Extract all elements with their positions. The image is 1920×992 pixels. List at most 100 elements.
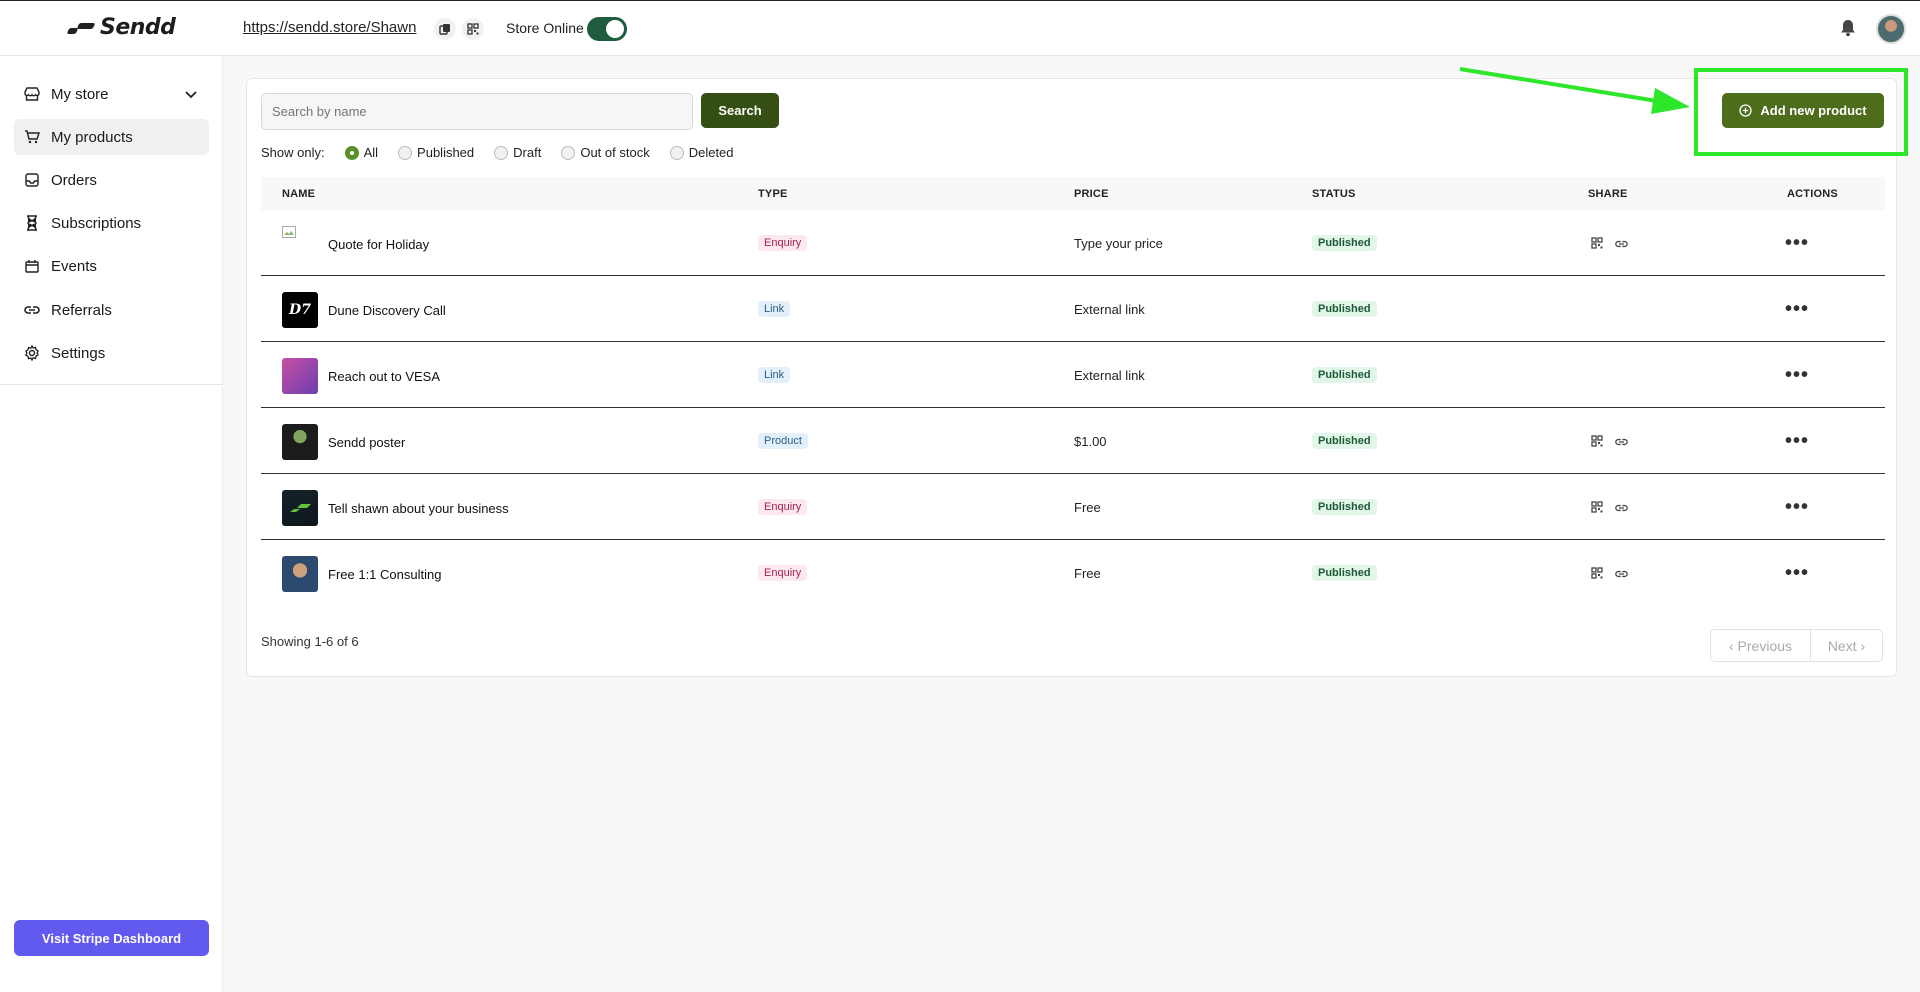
row-actions-menu-icon[interactable]: ••• (1785, 232, 1810, 254)
copy-link-icon[interactable] (1615, 236, 1628, 254)
filter-all-radio[interactable]: All (344, 145, 378, 160)
store-url-link[interactable]: https://sendd.store/Shawn (243, 19, 417, 36)
copy-link-icon[interactable] (1615, 566, 1628, 584)
visit-stripe-dashboard-button[interactable]: Visit Stripe Dashboard (14, 920, 209, 956)
search-button[interactable]: Search (701, 93, 779, 128)
filter-label: Show only: (261, 145, 325, 160)
products-card: Search Show only: All Published Draft Ou… (246, 78, 1897, 677)
type-badge: Enquiry (758, 235, 808, 251)
logo-text: Sendd (100, 15, 176, 40)
table-row[interactable]: Tell shawn about your business Enquiry F… (261, 474, 1885, 540)
qr-code-icon[interactable] (1591, 566, 1603, 584)
sidebar-item-my-store[interactable]: My store (14, 76, 209, 112)
store-icon (24, 86, 40, 102)
copy-link-icon[interactable] (1615, 434, 1628, 452)
cart-icon (24, 129, 40, 145)
sendd-logo-mark-icon (66, 21, 96, 35)
copy-icon[interactable] (434, 18, 456, 40)
sidebar-item-label: Referrals (51, 301, 112, 319)
product-name[interactable]: Quote for Holiday (328, 236, 430, 252)
calendar-icon (24, 258, 40, 274)
product-name[interactable]: Reach out to VESA (328, 368, 441, 384)
sendd-logo[interactable]: Sendd (66, 15, 176, 40)
sidebar-item-label: Subscriptions (51, 214, 142, 232)
chevron-down-icon[interactable] (185, 86, 197, 103)
sidebar-item-label: Events (51, 257, 97, 275)
sidebar-item-label: My products (51, 128, 133, 146)
product-price: Free (1074, 566, 1101, 581)
sidebar-item-orders[interactable]: Orders (14, 162, 209, 198)
add-new-product-button[interactable]: Add new product (1722, 93, 1884, 128)
link-icon (24, 302, 40, 318)
store-online-toggle[interactable] (587, 17, 627, 41)
sidebar-item-settings[interactable]: Settings (14, 335, 209, 371)
product-price: External link (1074, 368, 1145, 383)
gear-icon (24, 345, 40, 361)
table-row[interactable]: Reach out to VESA Link External link Pub… (261, 342, 1885, 408)
filter-out-of-stock-radio[interactable]: Out of stock (561, 145, 650, 160)
table-header: NAME TYPE PRICE STATUS SHARE ACTIONS (261, 177, 1885, 210)
previous-page-button[interactable]: ‹ Previous (1710, 629, 1811, 662)
sidebar-item-label: Orders (51, 171, 97, 189)
sidebar-divider (0, 384, 223, 385)
type-badge: Product (758, 433, 808, 449)
notifications-bell-icon[interactable] (1840, 19, 1856, 42)
annotation-arrow-icon (1459, 67, 1690, 114)
qr-code-icon[interactable] (1591, 236, 1603, 254)
row-actions-menu-icon[interactable]: ••• (1785, 298, 1810, 320)
column-header-price: PRICE (1074, 188, 1109, 200)
sidebar-item-my-products[interactable]: My products (14, 119, 209, 155)
product-thumbnail (282, 556, 318, 592)
plus-circle-icon (1739, 104, 1753, 117)
table-row[interactable]: Free 1:1 Consulting Enquiry Free Publish… (261, 540, 1885, 606)
product-price: External link (1074, 302, 1145, 317)
annotation-highlight-box (1694, 68, 1908, 156)
row-actions-menu-icon[interactable]: ••• (1785, 562, 1810, 584)
sidebar-item-label: My store (51, 85, 109, 103)
table-row[interactable]: Sendd poster Product $1.00 Published ••• (261, 408, 1885, 474)
table-row[interactable]: Quote for Holiday Enquiry Type your pric… (261, 210, 1885, 276)
type-badge: Link (758, 301, 791, 317)
sidebar-item-subscriptions[interactable]: Subscriptions (14, 205, 209, 241)
sidebar-item-events[interactable]: Events (14, 248, 209, 284)
product-thumbnail (282, 424, 318, 460)
status-badge: Published (1312, 367, 1377, 383)
copy-link-icon[interactable] (1615, 500, 1628, 518)
product-price: Type your price (1074, 236, 1163, 251)
pagination: ‹ Previous Next › (1710, 629, 1883, 662)
filter-published-radio[interactable]: Published (398, 145, 474, 160)
store-online-label: Store Online (506, 20, 584, 36)
sidebar: My store My products Orders Subscription… (0, 56, 223, 992)
next-page-button[interactable]: Next › (1811, 629, 1883, 662)
row-actions-menu-icon[interactable]: ••• (1785, 496, 1810, 518)
row-actions-menu-icon[interactable]: ••• (1785, 430, 1810, 452)
product-thumbnail-broken-image (282, 226, 318, 262)
filter-draft-radio[interactable]: Draft (494, 145, 541, 160)
filter-deleted-radio[interactable]: Deleted (669, 145, 734, 160)
user-avatar[interactable] (1876, 14, 1906, 44)
column-header-actions: ACTIONS (1787, 188, 1838, 200)
product-name[interactable]: Tell shawn about your business (328, 500, 509, 516)
type-badge: Link (758, 367, 791, 383)
product-name[interactable]: Dune Discovery Call (328, 302, 446, 318)
search-input[interactable] (261, 93, 693, 130)
status-badge: Published (1312, 433, 1377, 449)
status-badge: Published (1312, 499, 1377, 515)
chevron-right-icon: › (1856, 637, 1866, 654)
column-header-name: NAME (282, 188, 316, 200)
qr-code-icon[interactable] (1591, 500, 1603, 518)
product-price: Free (1074, 500, 1101, 515)
product-name[interactable]: Sendd poster (328, 434, 406, 450)
row-actions-menu-icon[interactable]: ••• (1785, 364, 1810, 386)
product-name[interactable]: Free 1:1 Consulting (328, 566, 442, 582)
qr-code-icon[interactable] (462, 18, 484, 40)
sidebar-item-label: Settings (51, 344, 106, 362)
status-filter: Show only: All Published Draft Out of st… (261, 145, 754, 160)
column-header-share: SHARE (1588, 188, 1628, 200)
sidebar-item-referrals[interactable]: Referrals (14, 292, 209, 328)
top-bar: Sendd https://sendd.store/Shawn Store On… (0, 0, 1920, 56)
table-row[interactable]: D7 Dune Discovery Call Link External lin… (261, 276, 1885, 342)
pagination-summary: Showing 1-6 of 6 (261, 634, 359, 649)
qr-code-icon[interactable] (1591, 434, 1603, 452)
type-badge: Enquiry (758, 499, 808, 515)
